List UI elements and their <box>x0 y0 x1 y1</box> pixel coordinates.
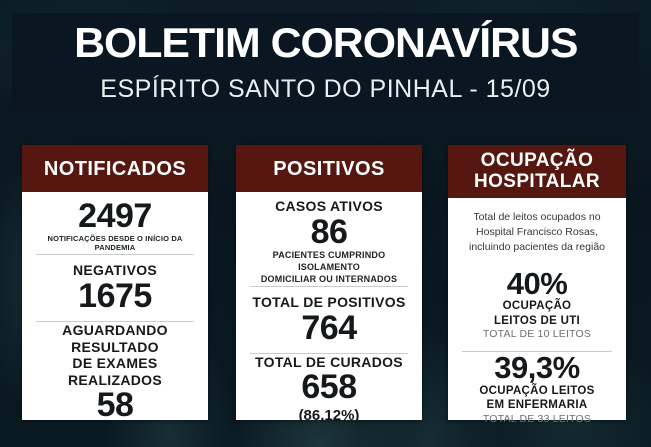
enfermaria-label-line1: OCUPAÇÃO LEITOS <box>479 384 595 397</box>
divider <box>462 351 612 353</box>
stat-total-positivos: TOTAL DE POSITIVOS 764 <box>244 287 414 353</box>
stat-total-curados: TOTAL DE CURADOS 658 (86,12%) <box>244 354 414 424</box>
card-notificados-body: 2497 NOTIFICAÇÕES DESDE O INÍCIO DA PAND… <box>22 192 208 423</box>
card-ocupacao-title-line1: OCUPAÇÃO <box>480 149 594 171</box>
notificados-caption: NOTIFICAÇÕES DESDE O INÍCIO DA PANDEMIA <box>47 233 183 253</box>
stat-notificacoes-total: 2497 NOTIFICAÇÕES DESDE O INÍCIO DA PAND… <box>30 192 200 254</box>
negativos-value: 1675 <box>78 276 152 315</box>
card-ocupacao-body: Total de leitos ocupados no Hospital Fra… <box>448 198 626 426</box>
notificados-value: 2497 <box>78 196 152 235</box>
divider <box>250 285 408 287</box>
card-positivos: POSITIVOS CASOS ATIVOS 86 PACIENTES CUMP… <box>236 145 422 424</box>
enfermaria-label-line2: EM ENFERMARIA <box>486 399 588 412</box>
stat-ocupacao-enfermaria: 39,3% OCUPAÇÃO LEITOS EM ENFERMARIA TOTA… <box>456 352 618 425</box>
enfermaria-note: TOTAL DE 33 LEITOS <box>482 412 592 425</box>
divider <box>36 254 194 255</box>
aguardando-label-line2: DE EXAMES REALIZADOS <box>68 355 162 388</box>
stat-ocupacao-uti: Total de leitos ocupados no Hospital Fra… <box>456 198 618 341</box>
total-curados-label: TOTAL DE CURADOS <box>255 353 403 370</box>
negativos-label: NEGATIVOS <box>72 262 158 279</box>
aguardando-label-line1: AGUARDANDO RESULTADO <box>62 322 168 355</box>
card-positivos-body: CASOS ATIVOS 86 PACIENTES CUMPRINDO ISOL… <box>236 192 422 424</box>
uti-label-line2: LEITOS DE UTI <box>493 314 581 327</box>
aguardando-value: 58 <box>96 386 134 425</box>
stat-negativos: NEGATIVOS 1675 <box>30 255 200 321</box>
card-ocupacao-hospitalar: OCUPAÇÃO HOSPITALAR Total de leitos ocup… <box>448 145 626 425</box>
stat-aguardando: AGUARDANDO RESULTADO DE EXAMES REALIZADO… <box>30 322 200 423</box>
uti-value: 40% <box>506 265 568 301</box>
card-ocupacao-title-line2: HOSPITALAR <box>473 170 601 192</box>
casos-ativos-caption-line1: PACIENTES CUMPRINDO ISOLAMENTO <box>272 250 386 273</box>
total-positivos-label: TOTAL DE POSITIVOS <box>252 294 406 311</box>
ocupacao-intro-line1: Total de leitos ocupados no <box>473 211 601 223</box>
ocupacao-intro-line2: Hospital Francisco Rosas, <box>476 226 598 239</box>
total-curados-value: 658 <box>301 368 357 407</box>
card-notificados: NOTIFICADOS 2497 NOTIFICAÇÕES DESDE O IN… <box>22 145 208 423</box>
ocupacao-intro-line3: incluindo pacientes da região <box>468 241 605 254</box>
total-curados-percent: (86,12%) <box>298 406 360 424</box>
page-header: BOLETIM CORONAVÍRUS ESPÍRITO SANTO DO PI… <box>12 13 639 112</box>
total-positivos-value: 764 <box>301 308 357 347</box>
card-notificados-title: NOTIFICADOS <box>22 145 208 192</box>
casos-ativos-label: CASOS ATIVOS <box>275 198 383 214</box>
enfermaria-value: 39,3% <box>494 350 580 386</box>
casos-ativos-caption-line2: DOMICILIAR OU INTERNADOS <box>260 274 398 285</box>
page-subtitle: ESPÍRITO SANTO DO PINHAL - 15/09 <box>100 74 551 103</box>
card-positivos-title: POSITIVOS <box>236 145 422 192</box>
uti-note: TOTAL DE 10 LEITOS <box>482 328 592 341</box>
divider <box>36 321 194 322</box>
page-title: BOLETIM CORONAVÍRUS <box>73 18 578 66</box>
uti-label-line1: OCUPAÇÃO <box>502 300 572 313</box>
divider <box>250 352 408 354</box>
casos-ativos-value: 86 <box>310 212 348 251</box>
stat-casos-ativos: CASOS ATIVOS 86 PACIENTES CUMPRINDO ISOL… <box>244 192 414 286</box>
card-ocupacao-title: OCUPAÇÃO HOSPITALAR <box>448 145 626 198</box>
